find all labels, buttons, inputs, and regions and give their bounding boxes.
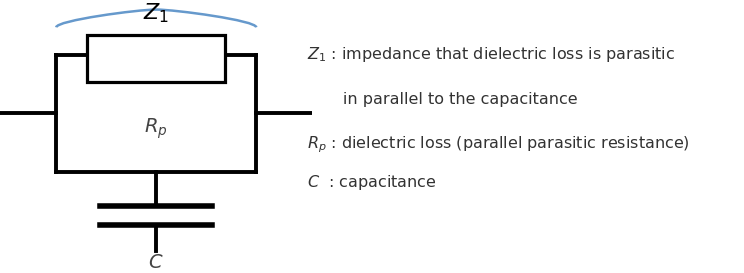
Text: $Z_1$ : impedance that dielectric loss is parasitic: $Z_1$ : impedance that dielectric loss i…	[307, 45, 675, 64]
Text: $C$  : capacitance: $C$ : capacitance	[307, 173, 436, 192]
Text: $\mathbf{\mathit{Z_1}}$: $\mathbf{\mathit{Z_1}}$	[143, 1, 170, 25]
Text: $R_p$ : dielectric loss (parallel parasitic resistance): $R_p$ : dielectric loss (parallel parasi…	[307, 134, 690, 155]
Text: $C$: $C$	[149, 253, 164, 272]
Bar	[88, 35, 225, 82]
Text: $R_p$: $R_p$	[144, 116, 168, 141]
Text: in parallel to the capacitance: in parallel to the capacitance	[307, 92, 577, 107]
